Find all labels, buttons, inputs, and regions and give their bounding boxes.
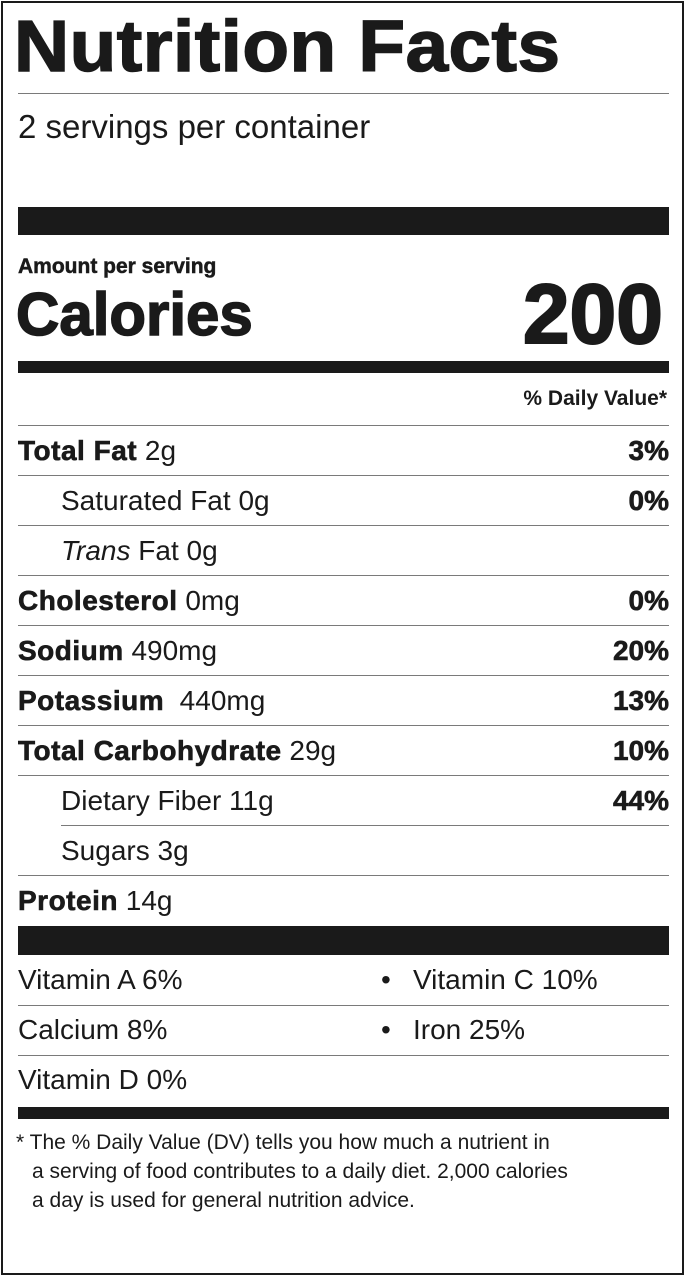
nutrient-name: Total Carbohydrate <box>18 735 282 767</box>
nutrient-row-trans-fat: Trans Fat 0g <box>18 526 669 576</box>
nutrient-row-dietary-fiber: Dietary Fiber 11g 44% <box>18 776 669 826</box>
bullet: • <box>381 1014 391 1045</box>
nutrient-amount: 440mg <box>179 685 266 716</box>
nutrient-name: Sugars <box>61 835 150 866</box>
footnote: * The % Daily Value (DV) tells you how m… <box>16 1128 676 1215</box>
nutrient-row-potassium: Potassium 440mg 13% <box>18 676 670 726</box>
thick-divider <box>18 926 669 955</box>
vitamin-d: Vitamin D 0% <box>18 1064 188 1095</box>
footnote-line: * The % Daily Value (DV) tells you how m… <box>16 1131 550 1154</box>
medium-divider <box>18 361 669 373</box>
nutrient-row-sugars: Sugars 3g <box>18 826 669 876</box>
nutrient-name: Trans <box>61 535 131 566</box>
nutrient-name: Total Fat <box>18 435 138 467</box>
vitamin-a: Vitamin A 6% <box>18 964 183 995</box>
nutrient-amount: 2g <box>144 435 177 466</box>
nutrient-dv: 3% <box>628 435 669 467</box>
nutrient-row-total-carbohydrate: Total Carbohydrate 29g 10% <box>18 726 670 776</box>
thick-divider <box>18 207 669 235</box>
nutrient-amount: 11g <box>229 785 274 816</box>
nutrient-name: Protein <box>18 885 118 917</box>
nutrient-row-sodium: Sodium 490mg 20% <box>18 626 670 676</box>
nutrient-amount: 0g <box>186 535 218 566</box>
nutrient-row-protein: Protein 14g <box>18 876 669 926</box>
nutrient-name-rest: Fat <box>138 535 179 566</box>
label-title: Nutrition Facts <box>13 6 561 88</box>
nutrient-amount: 29g <box>289 735 337 766</box>
nutrient-name: Saturated Fat <box>61 485 231 516</box>
bullet: • <box>381 964 391 995</box>
divider <box>18 425 669 426</box>
nutrient-dv: 44% <box>612 785 670 817</box>
servings-per-container: 2 servings per container <box>18 108 371 145</box>
nutrient-amount: 0mg <box>185 585 240 616</box>
daily-value-header: % Daily Value* <box>523 387 667 410</box>
nutrient-amount: 0g <box>238 485 270 516</box>
nutrient-dv: 10% <box>612 735 670 767</box>
calcium: Calcium 8% <box>18 1014 168 1045</box>
nutrient-amount: 3g <box>157 835 189 866</box>
iron: Iron 25% <box>413 1014 526 1045</box>
nutrient-row-saturated-fat: Saturated Fat 0g 0% <box>18 476 669 526</box>
nutrient-name: Dietary Fiber <box>61 785 222 816</box>
nutrient-row-total-fat: Total Fat 2g 3% <box>18 426 670 476</box>
nutrient-dv: 0% <box>628 485 669 517</box>
vitamin-c: Vitamin C 10% <box>413 964 598 995</box>
nutrient-name: Potassium <box>18 685 165 717</box>
footnote-line: a day is used for general nutrition advi… <box>32 1189 415 1212</box>
nutrient-name: Sodium <box>18 635 124 667</box>
nutrient-dv: 13% <box>612 685 670 717</box>
medium-divider <box>18 1107 669 1119</box>
footnote-line: a serving of food contributes to a daily… <box>32 1160 568 1183</box>
amount-per-serving: Amount per serving <box>18 255 217 279</box>
calories-value: 200 <box>522 266 664 362</box>
nutrient-name: Cholesterol <box>18 585 178 617</box>
nutrient-dv: 20% <box>612 635 670 667</box>
divider <box>18 93 669 94</box>
nutrient-dv: 0% <box>628 585 669 617</box>
calories-label: Calories <box>15 280 253 349</box>
nutrient-amount: 490mg <box>131 635 218 666</box>
nutrient-amount: 14g <box>125 885 173 916</box>
nutrient-row-cholesterol: Cholesterol 0mg 0% <box>18 576 670 626</box>
